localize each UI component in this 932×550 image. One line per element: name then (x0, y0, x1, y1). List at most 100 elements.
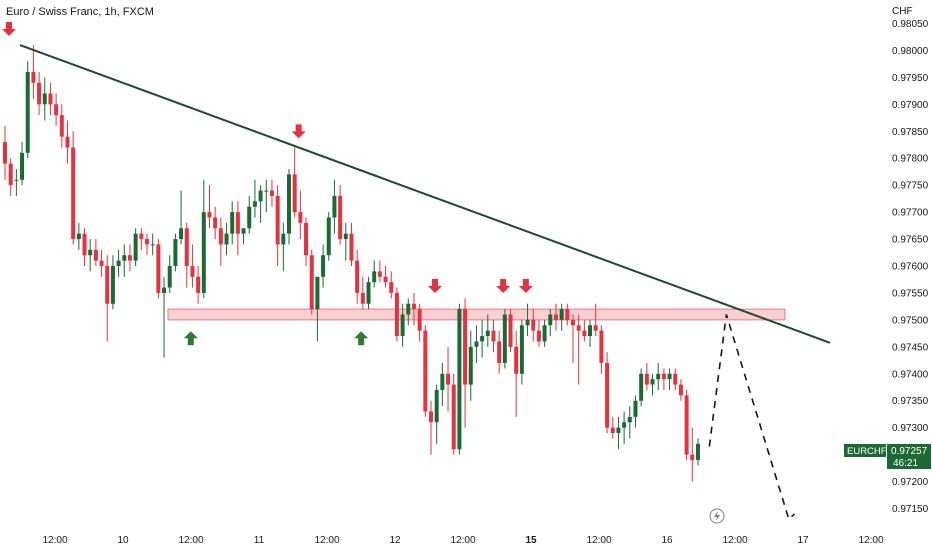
y-tick-label: 0.97200 (892, 477, 929, 488)
candle-down (218, 228, 223, 245)
x-tick-label: 12:00 (178, 535, 203, 546)
candle-up (150, 244, 155, 246)
candle-down (235, 212, 240, 234)
candle-down (298, 212, 303, 223)
up-arrow-marker (183, 331, 198, 346)
y-tick-label: 0.97400 (892, 369, 929, 380)
candle-up (406, 303, 411, 315)
y-tick-label: 0.97550 (892, 288, 929, 299)
candle-up (42, 93, 47, 105)
candle-down (127, 255, 132, 261)
candle-down (3, 142, 7, 164)
candles-layer (3, 45, 700, 482)
candle-up (656, 373, 661, 380)
candle-down (508, 314, 513, 347)
resistance-zone-layer (167, 308, 786, 321)
candle-down (99, 260, 104, 266)
resistance-zone (167, 308, 786, 321)
candle-down (429, 411, 433, 423)
candle-up (627, 416, 632, 423)
candle-up (122, 255, 127, 261)
x-tick-label: 17 (797, 535, 809, 546)
candle-down (59, 115, 64, 137)
candle-up (440, 373, 445, 390)
candle-down (213, 217, 218, 229)
x-tick-label: 16 (661, 535, 673, 546)
down-arrow-marker (291, 124, 306, 139)
x-tick-label: 12:00 (858, 535, 883, 546)
candle-down (605, 363, 610, 428)
candle-up (14, 179, 19, 181)
y-tick-label: 0.97700 (892, 208, 929, 219)
candle-up (332, 195, 337, 218)
ticker-badge (844, 444, 886, 457)
candle-down (514, 346, 519, 374)
candle-up (315, 276, 320, 310)
y-tick-label: 0.97900 (892, 100, 929, 111)
candle-down (139, 233, 144, 240)
candle-down (207, 212, 212, 218)
candle-down (446, 373, 451, 385)
candle-up (258, 190, 263, 202)
candle-up (343, 233, 348, 240)
x-tick-label: 12:00 (450, 535, 475, 546)
candle-up (639, 373, 644, 401)
candle-up (20, 152, 25, 180)
candle-up (252, 201, 257, 207)
candle-up (695, 443, 700, 461)
down-arrow-marker (428, 279, 442, 294)
ticker-label: EURCHF (847, 446, 887, 457)
countdown-label: 46:21 (893, 458, 918, 469)
candle-down (360, 292, 365, 304)
candle-up (650, 379, 655, 385)
candle-up (542, 325, 547, 342)
down-arrow-marker (496, 279, 511, 294)
candle-down (531, 319, 536, 331)
candle-down (377, 271, 382, 277)
candle-down (394, 292, 399, 337)
x-tick-label: 12 (389, 535, 401, 546)
x-tick-label: 10 (117, 535, 129, 546)
candle-up (667, 373, 672, 380)
candle-down (292, 174, 297, 213)
candle-up (548, 314, 553, 326)
candle-down (31, 71, 36, 83)
candle-down (593, 325, 598, 331)
candle-down (571, 319, 575, 326)
candle-down (37, 82, 42, 105)
candle-down (338, 195, 343, 240)
candle-down (269, 190, 274, 196)
candle-up (281, 233, 286, 245)
candle-down (644, 373, 649, 385)
candle-up (116, 260, 121, 266)
candle-down (389, 282, 394, 293)
candle-up (519, 325, 524, 374)
candle-up (230, 212, 235, 234)
markers-layer (2, 21, 725, 524)
candle-down (383, 276, 388, 283)
candle-down (304, 222, 309, 256)
candle-down (599, 330, 604, 364)
trendline (19, 44, 831, 344)
candle-down (411, 303, 416, 310)
candle-up (88, 249, 93, 256)
candle-up (366, 282, 371, 304)
candle-down (71, 147, 76, 240)
x-tick-label: 12:00 (586, 535, 611, 546)
candle-down (491, 330, 496, 342)
candle-down (184, 228, 189, 266)
y-tick-label: 0.97800 (892, 154, 929, 165)
candle-up (321, 255, 326, 277)
candle-up (588, 325, 593, 337)
candle-down (48, 93, 53, 105)
y-tick-label: 0.98000 (892, 46, 929, 57)
last-price-label: 0.97257 (891, 446, 928, 457)
y-tick-label: 0.98050 (892, 19, 929, 30)
candle-down (156, 244, 161, 293)
candle-up (247, 206, 252, 229)
y-tick-label: 0.97150 (892, 504, 929, 515)
y-tick-label: 0.97850 (892, 127, 929, 138)
candle-up (287, 174, 291, 234)
candle-up (76, 233, 81, 240)
